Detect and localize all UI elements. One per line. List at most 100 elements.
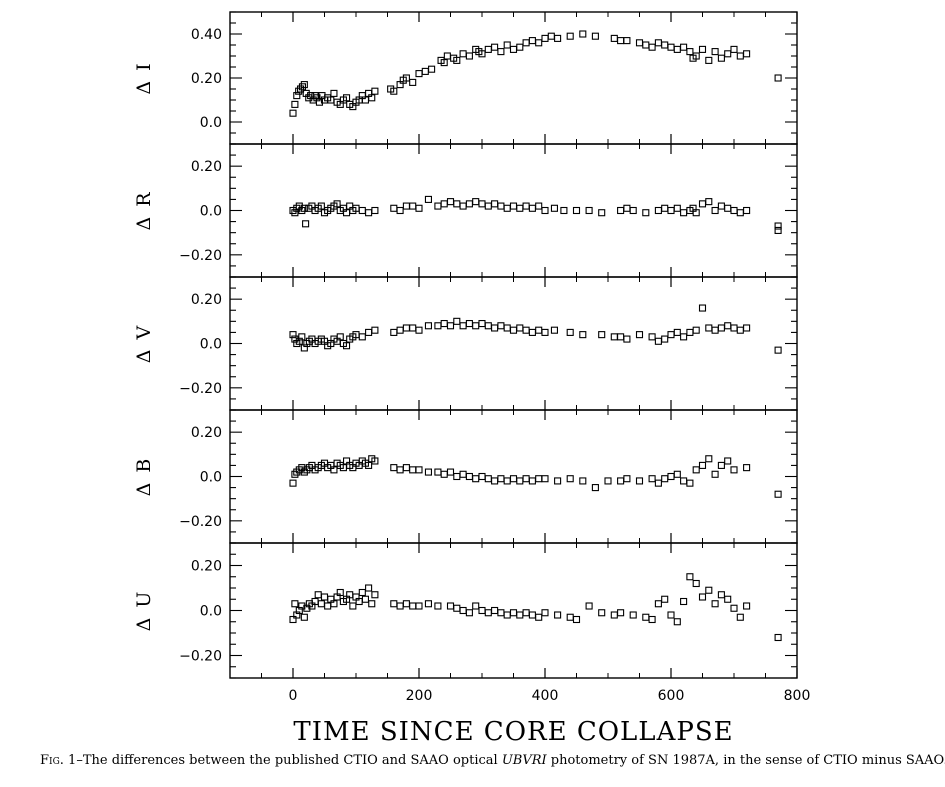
x-tick-label: 400 bbox=[532, 688, 559, 704]
data-point bbox=[774, 226, 782, 234]
data-point bbox=[680, 333, 688, 341]
data-point bbox=[289, 331, 297, 339]
data-point bbox=[673, 45, 681, 53]
data-point bbox=[743, 324, 751, 332]
data-point bbox=[415, 204, 423, 212]
x-tick-label: 800 bbox=[784, 688, 811, 704]
y-tick-label: −0.20 bbox=[179, 381, 222, 397]
data-point bbox=[686, 573, 694, 581]
data-point bbox=[667, 206, 675, 215]
data-point bbox=[743, 602, 751, 610]
data-point bbox=[409, 324, 417, 332]
data-point bbox=[315, 98, 324, 106]
data-point bbox=[522, 609, 530, 617]
data-point bbox=[302, 220, 310, 228]
x-axis-label: TIME SINCE CORE COLLAPSE bbox=[293, 717, 733, 747]
data-point bbox=[579, 331, 587, 339]
data-point bbox=[516, 43, 524, 51]
data-point bbox=[317, 202, 325, 210]
data-point bbox=[300, 204, 308, 212]
data-point bbox=[535, 326, 543, 334]
data-point bbox=[692, 579, 700, 588]
data-point bbox=[390, 87, 398, 95]
data-point bbox=[572, 206, 581, 215]
data-point bbox=[371, 457, 379, 465]
data-point bbox=[547, 32, 555, 40]
data-point bbox=[717, 591, 725, 599]
x-tick-label: 0 bbox=[289, 688, 298, 704]
data-point bbox=[724, 50, 732, 58]
data-point bbox=[566, 613, 574, 621]
data-point bbox=[541, 34, 549, 42]
y-tick-label: 0.0 bbox=[200, 337, 222, 353]
data-point bbox=[598, 609, 606, 617]
data-point bbox=[434, 602, 442, 610]
data-point bbox=[368, 600, 376, 608]
multi-panel-photometry-figure: 0.0 0.20 0.40 Δ I −0.20 0.0 0.20 Δ R −0.20 0.0 0.2… bbox=[133, 11, 811, 747]
data-point bbox=[298, 602, 306, 610]
data-point bbox=[390, 328, 398, 336]
data-point bbox=[566, 328, 574, 336]
y-tick-label: 0.20 bbox=[191, 425, 222, 441]
data-point bbox=[330, 89, 338, 97]
data-point bbox=[289, 615, 297, 624]
data-point bbox=[528, 477, 536, 485]
data-point bbox=[371, 206, 379, 215]
data-point bbox=[349, 602, 357, 610]
data-point bbox=[516, 611, 524, 619]
data-point bbox=[730, 466, 738, 474]
data-point bbox=[522, 39, 530, 47]
data-point bbox=[402, 202, 410, 210]
data-point bbox=[365, 584, 373, 592]
data-point bbox=[440, 59, 448, 67]
data-point bbox=[743, 50, 751, 58]
data-point bbox=[491, 324, 499, 332]
data-point bbox=[554, 34, 562, 42]
data-point bbox=[289, 479, 297, 487]
data-point bbox=[503, 41, 511, 49]
data-point bbox=[509, 326, 518, 334]
data-point bbox=[635, 477, 644, 485]
panel-ylabel: Δ I bbox=[133, 61, 155, 94]
data-point bbox=[560, 206, 568, 215]
data-point bbox=[667, 611, 675, 619]
data-point bbox=[390, 600, 398, 608]
data-point bbox=[516, 204, 524, 212]
data-point bbox=[579, 477, 587, 485]
data-point bbox=[295, 87, 303, 95]
data-point bbox=[673, 618, 681, 626]
data-point bbox=[535, 202, 543, 210]
data-point bbox=[522, 202, 530, 210]
data-point bbox=[711, 206, 719, 215]
data-point bbox=[421, 67, 429, 75]
y-tick-label: 0.0 bbox=[200, 470, 222, 486]
data-point bbox=[459, 606, 467, 615]
data-point bbox=[661, 475, 669, 483]
data-point bbox=[291, 100, 299, 108]
data-point bbox=[736, 52, 744, 60]
data-point bbox=[320, 593, 329, 601]
data-point bbox=[497, 322, 505, 330]
data-point bbox=[623, 475, 631, 483]
data-point bbox=[535, 613, 543, 621]
data-point bbox=[484, 475, 492, 483]
data-point bbox=[317, 600, 325, 608]
data-point bbox=[623, 335, 631, 343]
data-point bbox=[402, 324, 410, 332]
data-point bbox=[692, 326, 700, 334]
data-point bbox=[550, 326, 559, 334]
data-point bbox=[390, 204, 398, 212]
data-point bbox=[736, 326, 744, 334]
data-point bbox=[424, 322, 433, 330]
data-point bbox=[446, 198, 455, 206]
data-point bbox=[336, 333, 344, 341]
data-point bbox=[629, 206, 637, 215]
data-point bbox=[692, 209, 700, 217]
data-point bbox=[516, 324, 524, 332]
data-point bbox=[358, 206, 366, 215]
x-tick-label: 200 bbox=[406, 688, 433, 704]
panel-frame-4 bbox=[229, 542, 798, 679]
data-point bbox=[314, 591, 322, 599]
data-point bbox=[453, 317, 461, 325]
data-point bbox=[402, 464, 410, 472]
